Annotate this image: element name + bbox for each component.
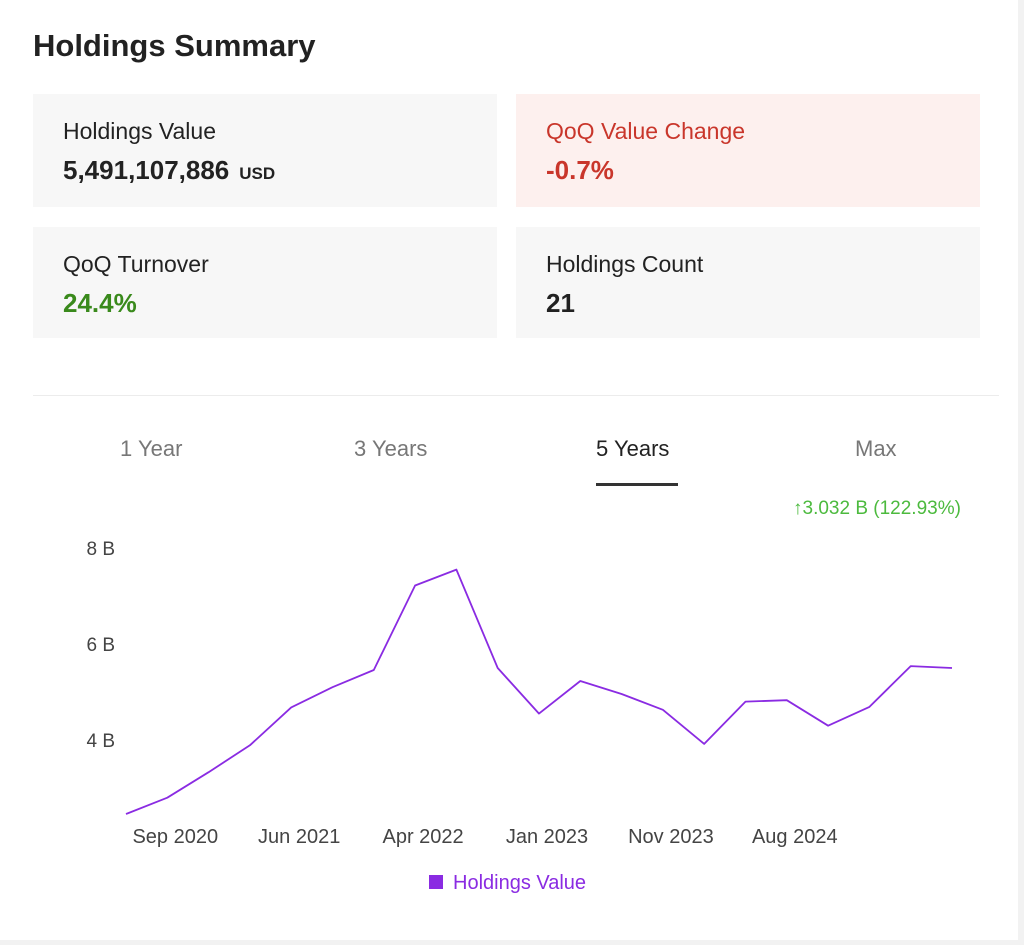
qoq-turnover-label: QoQ Turnover bbox=[63, 251, 209, 277]
data-point[interactable] bbox=[907, 662, 915, 670]
legend-item-holdings-value[interactable]: Holdings Value bbox=[429, 872, 586, 895]
y-tick-label: 8 B bbox=[86, 539, 115, 560]
x-tick-label: Sep 2020 bbox=[132, 826, 218, 848]
data-point[interactable] bbox=[329, 683, 337, 691]
data-point[interactable] bbox=[700, 740, 708, 748]
qoq-value-change-card: QoQ Value Change -0.7% bbox=[516, 94, 980, 207]
data-point[interactable] bbox=[163, 794, 171, 802]
tab-max[interactable]: Max bbox=[855, 436, 897, 461]
page-title: Holdings Summary bbox=[33, 28, 316, 63]
holdings-count-label: Holdings Count bbox=[546, 251, 704, 277]
section-divider bbox=[33, 395, 999, 396]
data-point[interactable] bbox=[411, 581, 419, 589]
series-line-holdings-value[interactable] bbox=[125, 568, 953, 815]
holdings-count-card: Holdings Count 21 bbox=[516, 227, 980, 338]
x-tick-label: Nov 2023 bbox=[628, 826, 714, 848]
holdings-value-number: 5,491,107,886 bbox=[63, 155, 230, 185]
qoq-value-change-value: -0.7% bbox=[546, 155, 614, 185]
legend-label: Holdings Value bbox=[453, 872, 587, 894]
y-tick-label: 6 B bbox=[86, 635, 115, 656]
qoq-turnover-value: 24.4% bbox=[63, 288, 137, 318]
qoq-value-change-label: QoQ Value Change bbox=[546, 118, 746, 144]
holdings-value-label: Holdings Value bbox=[63, 118, 217, 144]
data-point[interactable] bbox=[618, 690, 626, 698]
tab-3-years[interactable]: 3 Years bbox=[354, 436, 428, 461]
data-point[interactable] bbox=[948, 664, 956, 672]
holdings-value-card: Holdings Value 5,491,107,886 USD bbox=[33, 94, 497, 207]
change-indicator: ↑3.032 B (122.93%) bbox=[793, 498, 961, 520]
data-point[interactable] bbox=[122, 810, 130, 818]
active-tab-indicator bbox=[596, 483, 678, 486]
data-point[interactable] bbox=[535, 710, 543, 718]
data-point[interactable] bbox=[370, 666, 378, 674]
legend-swatch bbox=[429, 875, 443, 889]
data-point[interactable] bbox=[452, 566, 460, 574]
y-tick-label: 4 B bbox=[86, 731, 115, 752]
data-point[interactable] bbox=[865, 703, 873, 711]
data-point[interactable] bbox=[824, 722, 832, 730]
x-tick-label: Jan 2023 bbox=[506, 826, 588, 848]
x-tick-label: Aug 2024 bbox=[752, 826, 838, 848]
data-point[interactable] bbox=[287, 703, 295, 711]
tab-1-year[interactable]: 1 Year bbox=[120, 436, 183, 461]
qoq-turnover-card: QoQ Turnover 24.4% bbox=[33, 227, 497, 338]
tab-5-years[interactable]: 5 Years bbox=[596, 436, 670, 461]
data-point[interactable] bbox=[659, 706, 667, 714]
holdings-value-amount: 5,491,107,886 USD bbox=[63, 155, 275, 186]
data-point[interactable] bbox=[246, 741, 254, 749]
data-point[interactable] bbox=[205, 768, 213, 776]
data-point[interactable] bbox=[783, 696, 791, 704]
data-point[interactable] bbox=[576, 677, 584, 685]
arrow-up-icon: ↑ bbox=[793, 498, 803, 519]
x-tick-label: Apr 2022 bbox=[383, 826, 464, 848]
data-point[interactable] bbox=[494, 664, 502, 672]
holdings-value-chart: 4 B 6 B 8 B Sep 2020 Jun 2021 Apr 2022 Jan 202… bbox=[86, 539, 956, 848]
change-indicator-text: 3.032 B (122.93%) bbox=[802, 498, 961, 519]
holdings-count-value: 21 bbox=[546, 288, 575, 318]
data-point[interactable] bbox=[742, 698, 750, 706]
x-tick-label: Jun 2021 bbox=[258, 826, 340, 848]
holdings-value-unit: USD bbox=[239, 164, 276, 183]
